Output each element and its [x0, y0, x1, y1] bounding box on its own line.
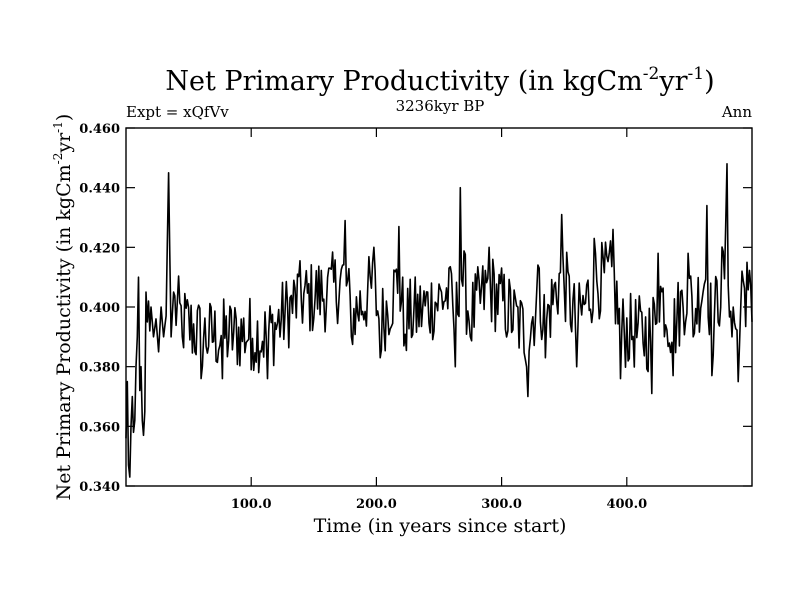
x-tick-label: 400.0	[606, 497, 647, 512]
y-tick-label: 0.400	[79, 301, 120, 316]
y-tick-label: 0.420	[79, 241, 120, 256]
y-axis-label-close: )	[53, 114, 75, 121]
chart-title-main: Net Primary Productivity (in kgCm	[165, 66, 642, 97]
y-tick-label: 0.340	[79, 480, 120, 495]
npp-series-line	[125, 163, 753, 478]
y-axis-label: Net Primary Productivity (in kgCm-2yr-1)	[51, 114, 75, 501]
y-axis-label-main: Net Primary Productivity (in kgCm	[53, 164, 75, 500]
y-axis-label-exponent-2: -1	[51, 121, 65, 133]
chart-title-exponent-2: -1	[688, 64, 705, 84]
x-tick-label: 200.0	[356, 497, 397, 512]
y-tick-label: 0.460	[79, 122, 120, 137]
y-axis-label-exponent-1: -2	[51, 153, 65, 165]
chart-title-unit: yr	[658, 66, 687, 97]
y-tick-label: 0.380	[79, 361, 120, 376]
period-label: 3236kyr BP	[396, 97, 485, 115]
chart-title-close: )	[704, 66, 715, 97]
season-label: Ann	[721, 103, 752, 121]
plot-frame	[125, 127, 753, 487]
x-tick-label: 100.0	[231, 497, 272, 512]
chart-title-exponent-1: -2	[643, 64, 660, 84]
y-tick-label: 0.360	[79, 420, 120, 435]
x-axis-label: Time (in years since start)	[314, 515, 567, 537]
x-axis-ticks: 100.0 200.0 300.0 400.0	[231, 128, 647, 512]
experiment-label: Expt = xQfVv	[126, 103, 229, 121]
y-tick-label: 0.440	[79, 182, 120, 197]
x-tick-label: 300.0	[481, 497, 522, 512]
y-axis-label-unit: yr	[53, 132, 75, 154]
chart-title: Net Primary Productivity (in kgCm-2yr-1)	[165, 64, 714, 97]
